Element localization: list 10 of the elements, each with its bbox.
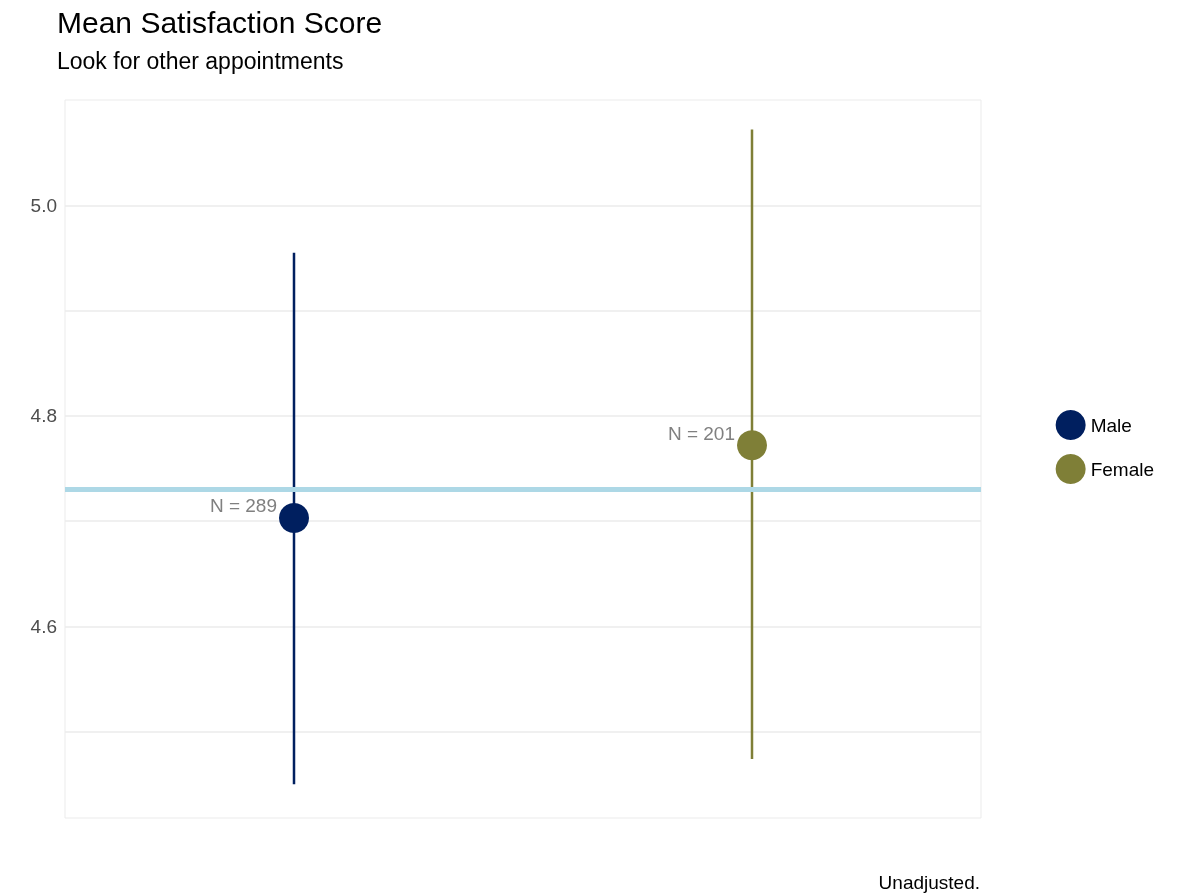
y-tick-label: 4.8 [30,405,57,427]
annotation: N = 201 [667,422,735,444]
chart-subtitle: Look for other appointments [57,47,344,74]
y-tick-label: 5.0 [30,194,57,216]
annotation: N = 289 [209,495,277,517]
text: Unadjusted. [878,872,980,893]
legend-label: Male [1090,414,1132,436]
chart-title: Mean Satisfaction Score [57,5,383,39]
legend-label: Female [1090,458,1154,480]
y-tick-label: 4.6 [30,615,57,637]
